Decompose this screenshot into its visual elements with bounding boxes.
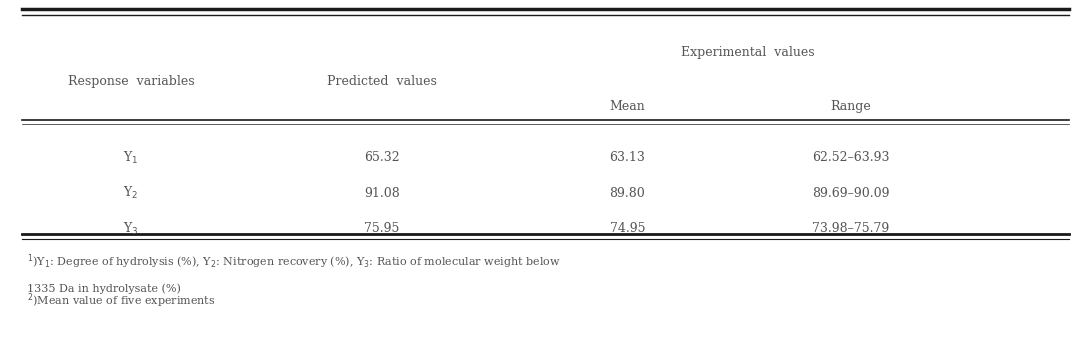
Text: $^2$)Mean value of five experiments: $^2$)Mean value of five experiments	[27, 292, 216, 310]
Text: Response  variables: Response variables	[68, 75, 194, 88]
Text: Range: Range	[830, 100, 872, 113]
Text: Predicted  values: Predicted values	[327, 75, 436, 88]
Text: 65.32: 65.32	[364, 151, 399, 164]
Text: 74.95: 74.95	[610, 222, 645, 235]
Text: Mean: Mean	[610, 100, 645, 113]
Text: 91.08: 91.08	[364, 187, 399, 200]
Text: Experimental  values: Experimental values	[681, 46, 814, 59]
Text: 89.69–90.09: 89.69–90.09	[812, 187, 890, 200]
Text: 62.52–63.93: 62.52–63.93	[812, 151, 890, 164]
Text: $^1$)Y$_1$: Degree of hydrolysis (%), Y$_2$: Nitrogen recovery (%), Y$_3$: Ratio: $^1$)Y$_1$: Degree of hydrolysis (%), Y$…	[27, 253, 561, 271]
Text: 89.80: 89.80	[610, 187, 645, 200]
Text: 75.95: 75.95	[364, 222, 399, 235]
Text: 63.13: 63.13	[610, 151, 645, 164]
Text: Y$_3$: Y$_3$	[123, 221, 139, 237]
Text: Y$_2$: Y$_2$	[123, 185, 139, 201]
Text: Y$_1$: Y$_1$	[123, 149, 139, 166]
Text: 1335 Da in hydrolysate (%): 1335 Da in hydrolysate (%)	[27, 283, 181, 294]
Text: 73.98–75.79: 73.98–75.79	[813, 222, 889, 235]
